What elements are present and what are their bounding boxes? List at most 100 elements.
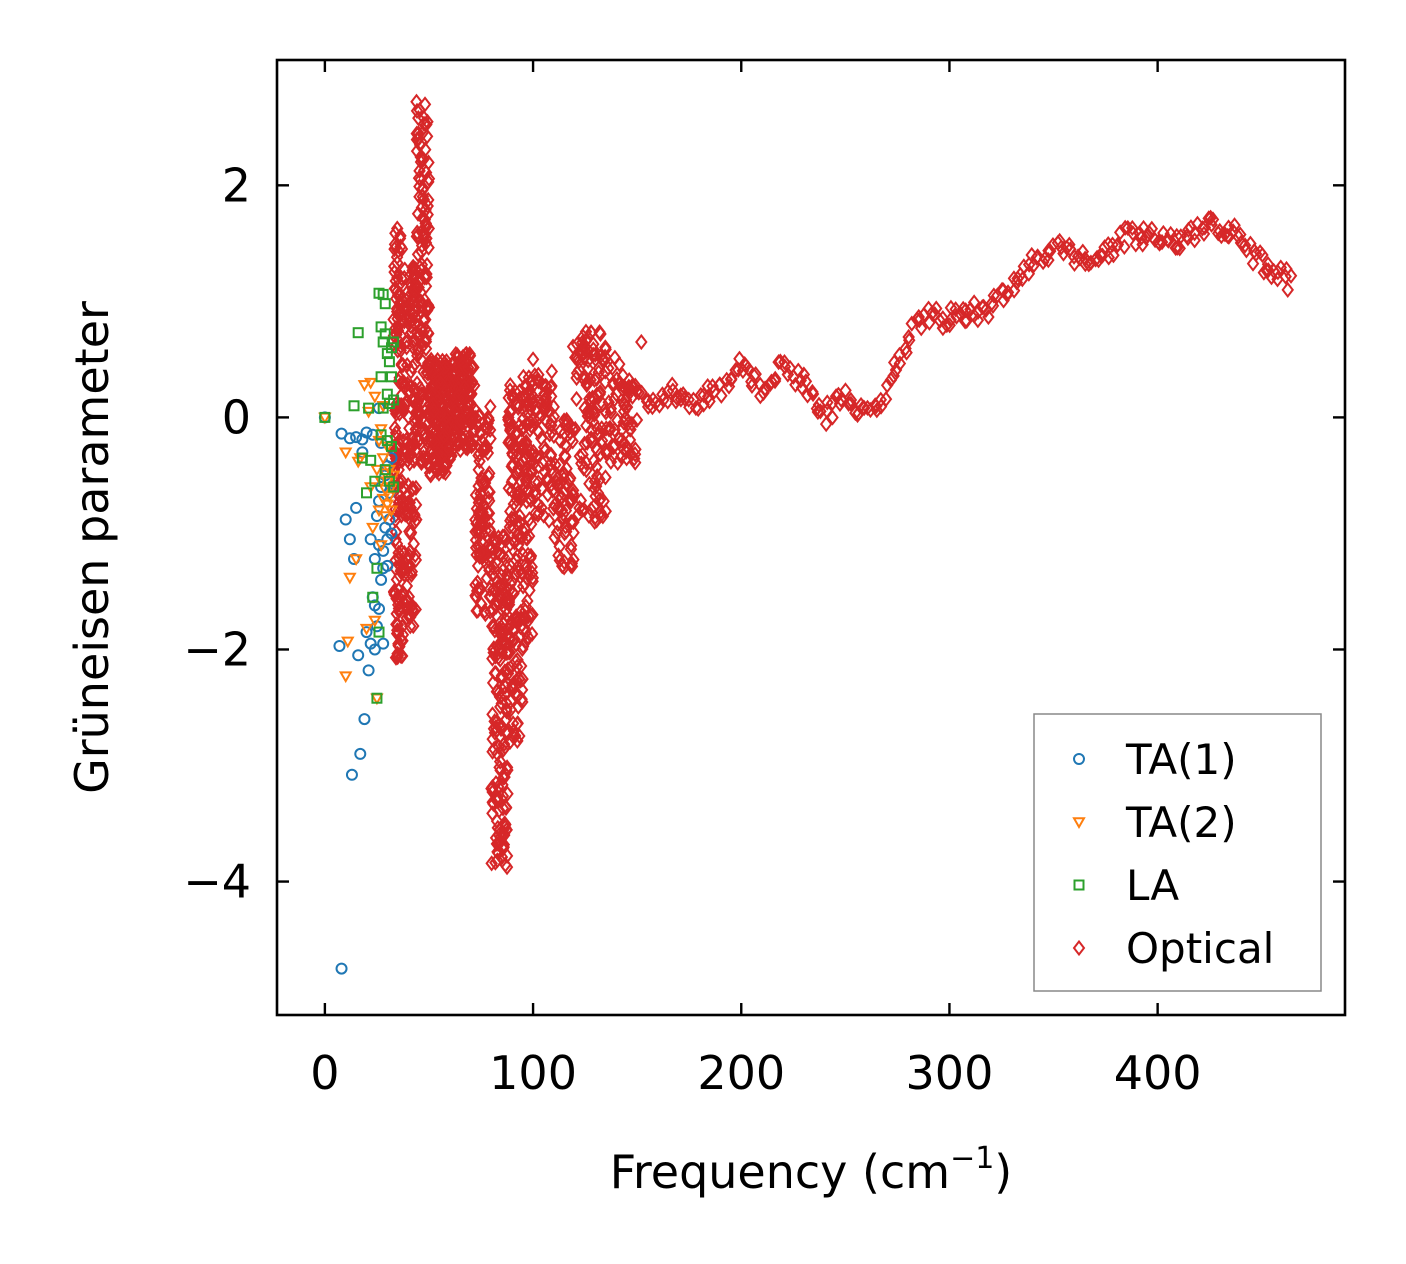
data-point bbox=[1234, 226, 1247, 243]
data-point bbox=[498, 528, 511, 545]
data-point bbox=[422, 407, 436, 424]
data-point bbox=[483, 465, 496, 482]
data-point bbox=[391, 645, 404, 662]
data-point bbox=[470, 582, 484, 600]
data-point bbox=[474, 580, 487, 598]
data-point bbox=[620, 450, 633, 467]
data-point bbox=[492, 620, 506, 637]
data-point bbox=[1060, 239, 1074, 256]
data-point bbox=[971, 312, 985, 329]
data-point bbox=[366, 522, 380, 535]
data-point bbox=[424, 422, 437, 439]
data-point bbox=[486, 731, 499, 748]
data-point bbox=[491, 579, 504, 596]
data-point bbox=[512, 487, 526, 504]
data-point bbox=[500, 847, 514, 864]
data-point bbox=[619, 410, 632, 427]
data-point bbox=[960, 312, 973, 329]
data-point bbox=[384, 505, 399, 518]
data-point bbox=[502, 596, 516, 613]
data-point bbox=[370, 464, 384, 477]
data-point bbox=[405, 446, 418, 463]
data-point bbox=[386, 440, 398, 452]
data-point bbox=[390, 535, 404, 552]
data-point bbox=[595, 432, 609, 449]
data-point bbox=[379, 328, 391, 340]
data-point bbox=[519, 633, 532, 651]
data-point bbox=[392, 242, 405, 259]
data-point bbox=[587, 452, 601, 470]
data-point bbox=[590, 512, 603, 529]
data-point bbox=[613, 375, 627, 393]
data-point bbox=[565, 557, 578, 574]
data-point bbox=[489, 597, 503, 614]
data-point bbox=[844, 395, 858, 412]
data-point bbox=[724, 371, 738, 388]
data-point bbox=[839, 382, 852, 399]
data-point bbox=[427, 402, 441, 420]
data-point bbox=[503, 644, 516, 661]
data-point bbox=[390, 625, 404, 642]
data-point bbox=[535, 430, 548, 447]
data-point bbox=[584, 430, 598, 447]
legend-label: LA bbox=[1126, 861, 1179, 910]
data-point bbox=[407, 506, 421, 523]
data-point bbox=[1171, 239, 1184, 256]
data-point bbox=[538, 442, 552, 459]
data-point bbox=[489, 648, 502, 665]
data-point bbox=[420, 256, 434, 274]
data-point bbox=[548, 529, 561, 546]
data-point bbox=[528, 482, 542, 499]
data-point bbox=[1142, 224, 1156, 241]
data-point bbox=[389, 474, 402, 491]
data-point bbox=[372, 435, 386, 448]
data-point bbox=[488, 713, 501, 730]
data-point bbox=[410, 125, 424, 142]
data-point bbox=[555, 502, 569, 519]
data-point bbox=[391, 438, 405, 455]
data-point bbox=[493, 651, 507, 668]
data-point bbox=[579, 332, 593, 350]
data-point bbox=[532, 496, 545, 513]
legend-item: LA bbox=[1073, 861, 1179, 910]
data-point bbox=[584, 324, 598, 341]
data-point bbox=[376, 453, 390, 466]
data-point bbox=[411, 339, 425, 356]
data-point bbox=[678, 390, 691, 407]
data-point bbox=[508, 631, 521, 648]
data-point bbox=[352, 327, 364, 339]
legend-item: TA(1) bbox=[1073, 735, 1237, 784]
data-point bbox=[757, 384, 770, 402]
data-point bbox=[349, 554, 363, 566]
data-point bbox=[364, 533, 377, 546]
data-point bbox=[530, 372, 544, 389]
data-point bbox=[494, 720, 508, 738]
data-point bbox=[470, 417, 484, 434]
data-point bbox=[834, 391, 848, 408]
data-point bbox=[405, 439, 419, 456]
data-point bbox=[488, 530, 501, 548]
data-point bbox=[366, 428, 379, 441]
data-point bbox=[826, 409, 839, 426]
data-point bbox=[513, 727, 526, 745]
data-point bbox=[925, 305, 939, 322]
data-point bbox=[368, 643, 381, 656]
data-point bbox=[506, 447, 520, 464]
data-point bbox=[362, 664, 375, 677]
data-point bbox=[398, 319, 412, 336]
data-point bbox=[350, 431, 363, 444]
data-point bbox=[1043, 242, 1057, 260]
data-point bbox=[526, 351, 540, 368]
data-point bbox=[621, 383, 635, 400]
data-point bbox=[1102, 249, 1115, 266]
data-point bbox=[758, 380, 772, 397]
data-point bbox=[1011, 270, 1024, 287]
data-point bbox=[390, 605, 404, 622]
data-point bbox=[423, 464, 437, 482]
data-point bbox=[602, 394, 616, 411]
data-point bbox=[416, 312, 430, 329]
data-point bbox=[403, 523, 416, 540]
data-point bbox=[590, 467, 604, 485]
